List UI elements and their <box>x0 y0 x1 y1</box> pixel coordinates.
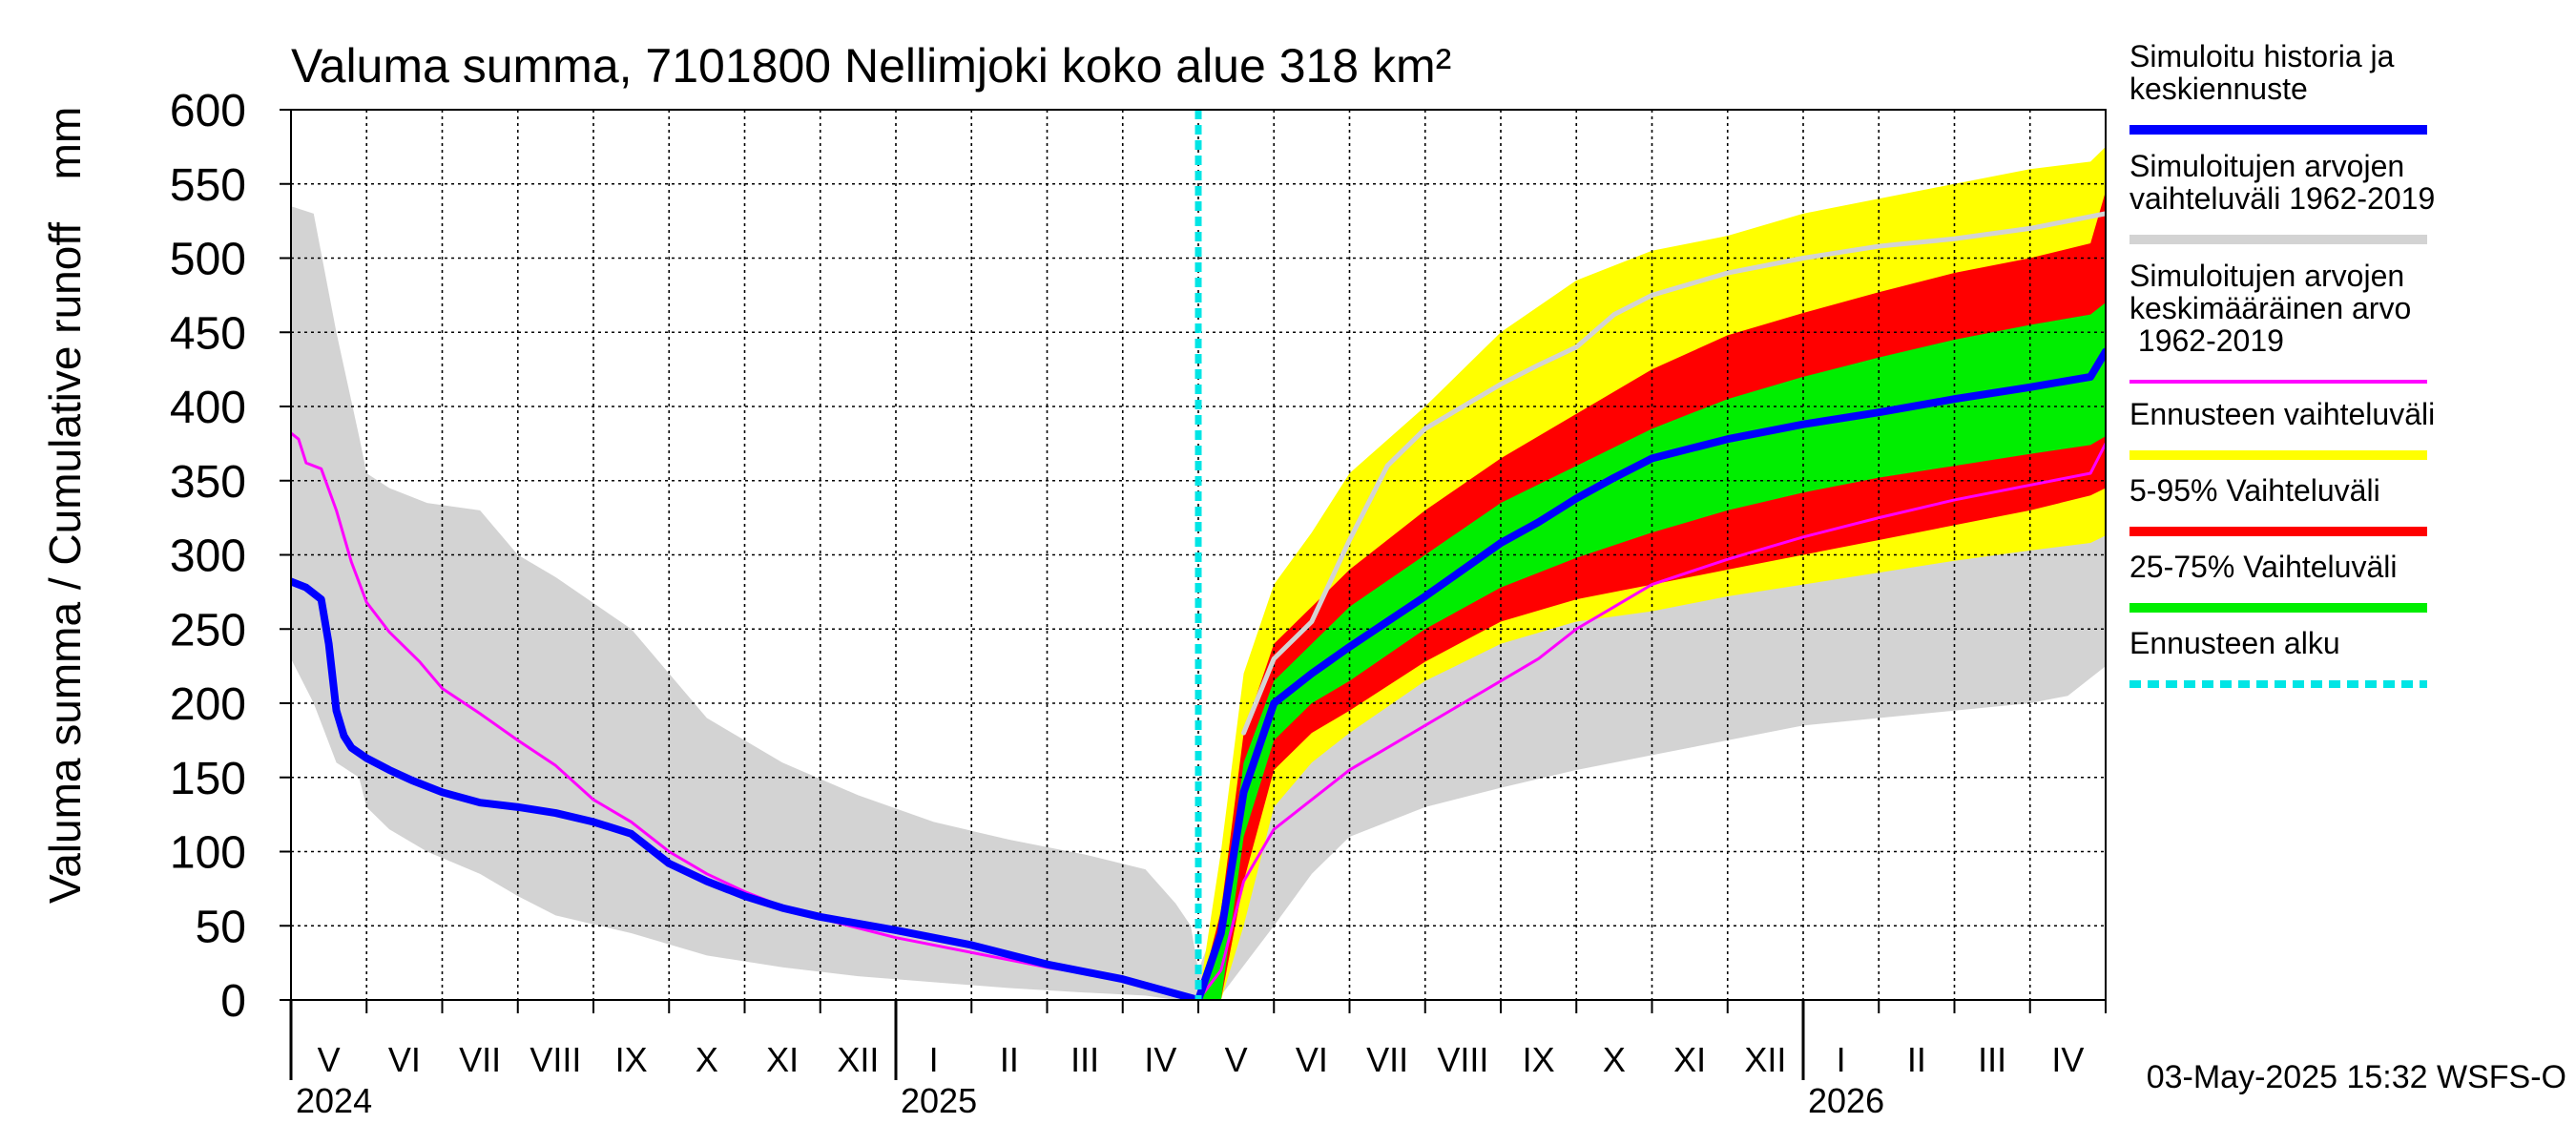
line-simuloitujen-arvojen-vaihteluv-li-1962-2019-mediaani <box>1241 211 2106 736</box>
chart-title: Valuma summa, 7101800 Nellimjoki koko al… <box>291 39 1451 93</box>
line-simuloitu-historia-ja-keskiennuste <box>291 347 2106 1000</box>
y-tick-label: 150 <box>170 754 246 804</box>
y-tick-label: 50 <box>196 902 246 952</box>
legend-label: Simuloitujen arvojen vaihteluväli 1962-20… <box>2129 149 2435 216</box>
y-axis-ticks: 0 50 100 150 200 250 300 350 400 450 500 550 600 <box>170 86 291 1027</box>
y-axis-unit: mm <box>40 107 90 180</box>
year-label: 2024 <box>296 1081 372 1120</box>
month-label: VI <box>388 1040 421 1079</box>
month-label: IV <box>1144 1040 1176 1079</box>
month-label: I <box>1837 1040 1846 1079</box>
y-tick-label: 300 <box>170 531 246 582</box>
month-label: I <box>929 1040 939 1079</box>
legend-label: Ennusteen vaihteluväli <box>2129 397 2435 431</box>
month-label: IX <box>615 1040 648 1079</box>
month-label: X <box>696 1040 718 1079</box>
year-label: 2025 <box>901 1081 977 1120</box>
legend-item-25-75-vaihteluv-li: 25-75% Vaihteluväli <box>2129 550 2427 613</box>
y-tick-label: 500 <box>170 235 246 285</box>
legend-item-simuloitujen-arvojen-vaihteluv-li-1962-2019: Simuloitujen arvojen vaihteluväli 1962-20… <box>2129 149 2435 244</box>
x-axis: V VI VII VIII IX X XI XII I II III IV V VI VII VIII IX X X… <box>289 1000 2107 1120</box>
y-tick-label: 400 <box>170 383 246 433</box>
band-simuloitujen-arvojen-vaihteluv-li-1962-2019 <box>291 206 2106 1000</box>
month-label: VII <box>459 1040 501 1079</box>
legend-item-simuloitu-historia-ja-keskiennuste: Simuloitu historia ja keskiennuste <box>2129 39 2427 135</box>
month-label: XI <box>1673 1040 1706 1079</box>
legend-label: Ennusteen alku <box>2129 626 2340 660</box>
y-tick-label: 250 <box>170 605 246 656</box>
y-tick-label: 0 <box>220 976 246 1027</box>
month-label: IV <box>2051 1040 2084 1079</box>
y-tick-label: 350 <box>170 457 246 508</box>
month-label: X <box>1603 1040 1626 1079</box>
month-label: VIII <box>530 1040 581 1079</box>
legend-label: 25-75% Vaihteluväli <box>2129 550 2397 584</box>
month-label: VIII <box>1437 1040 1488 1079</box>
month-label: V <box>1225 1040 1248 1079</box>
legend-item-simuloitujen-arvojen-keskim-r-inen-arvo-1962-2019: Simuloitujen arvojen keskimääräinen arvo … <box>2129 259 2427 384</box>
month-label: XI <box>766 1040 799 1079</box>
month-label: IX <box>1523 1040 1555 1079</box>
month-label: II <box>1907 1040 1926 1079</box>
y-tick-label: 550 <box>170 160 246 211</box>
y-tick-label: 600 <box>170 86 246 136</box>
y-axis-label: Valuma summa / Cumulative runoff <box>40 222 90 904</box>
month-label: XII <box>1744 1040 1786 1079</box>
timestamp: 03-May-2025 15:32 WSFS-O <box>2147 1059 2566 1095</box>
legend-item-ennusteen-alku: Ennusteen alku <box>2129 626 2427 688</box>
month-label: III <box>1070 1040 1099 1079</box>
month-label: II <box>1000 1040 1019 1079</box>
series-lines <box>291 110 2106 1000</box>
y-tick-label: 450 <box>170 308 246 359</box>
month-label: III <box>1978 1040 2006 1079</box>
y-tick-label: 200 <box>170 679 246 730</box>
legend: Simuloitu historia ja keskiennuste Simuloi… <box>2129 39 2435 688</box>
month-label: V <box>318 1040 341 1079</box>
legend-label: Simuloitujen arvojen keskimääräinen arvo … <box>2129 259 2411 358</box>
legend-item-5-95-vaihteluv-li: 5-95% Vaihteluväli <box>2129 473 2427 536</box>
band-25-75-vaihteluv-li <box>1198 302 2106 1000</box>
y-tick-label: 100 <box>170 828 246 879</box>
legend-label: Simuloitu historia ja keskiennuste <box>2129 39 2395 106</box>
month-label: VII <box>1366 1040 1408 1079</box>
legend-label: 5-95% Vaihteluväli <box>2129 473 2380 508</box>
year-label: 2026 <box>1808 1081 1884 1120</box>
legend-item-ennusteen-vaihteluv-li: Ennusteen vaihteluväli <box>2129 397 2435 460</box>
month-label: VI <box>1296 1040 1328 1079</box>
month-label: XII <box>837 1040 879 1079</box>
